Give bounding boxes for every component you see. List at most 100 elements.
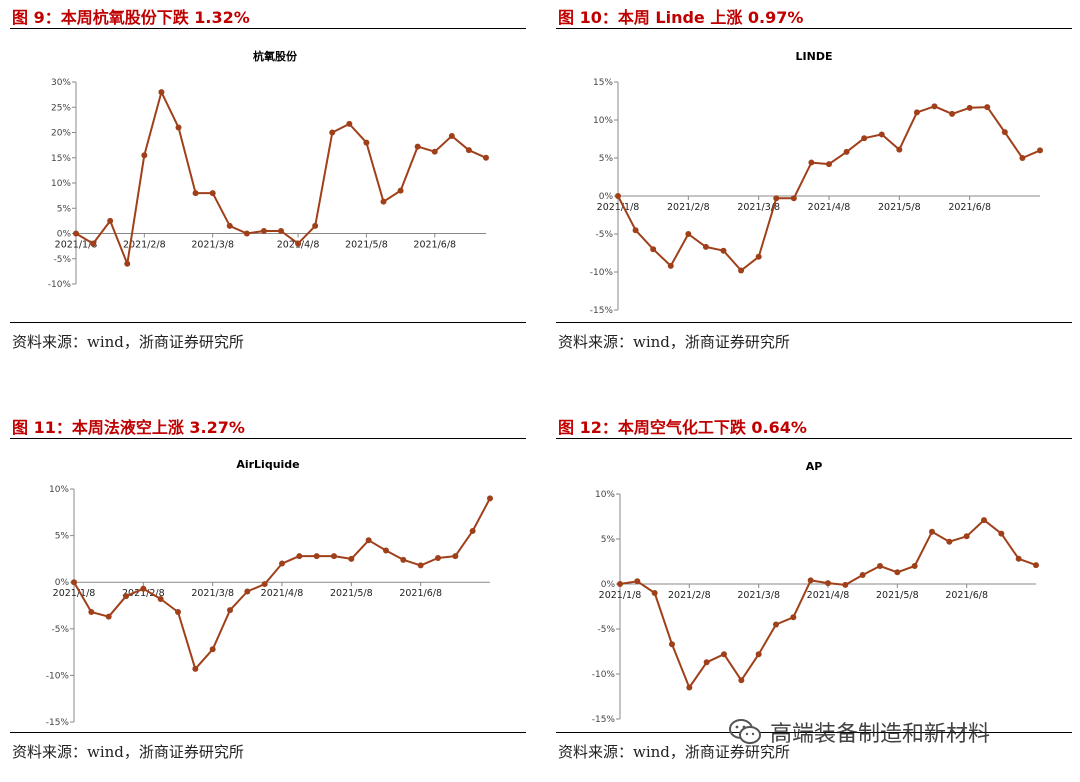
data-point (755, 651, 762, 658)
chart-panel-1: 图 9：本周杭氧股份下跌 1.32% 杭氧股份 -10% -5% 0% 5% 10% 15… (10, 2, 526, 372)
data-point (261, 581, 268, 588)
data-point (669, 641, 675, 648)
watermark-text: 高端装备制造和新材料 (770, 722, 991, 747)
y-tick-label: 25% (51, 103, 71, 113)
data-point (1015, 555, 1022, 562)
data-point (123, 593, 129, 600)
chart-title-4: AP (806, 460, 823, 473)
data-point (877, 563, 883, 569)
data-point (105, 613, 112, 620)
data-point (685, 231, 692, 237)
y-tick-label: -5% (53, 255, 71, 265)
rule-top-1 (10, 28, 526, 29)
y-tick-label: 10% (595, 490, 615, 500)
data-point (773, 195, 780, 202)
y-tick-label: 10% (593, 116, 613, 126)
data-point (417, 562, 424, 569)
data-point (1019, 155, 1026, 161)
series-line (619, 519, 1037, 689)
y-tick-label: -15% (46, 718, 70, 728)
data-point (755, 253, 762, 260)
data-point (397, 187, 404, 194)
data-point (825, 580, 831, 587)
y-tick-label: 20% (51, 129, 71, 139)
data-point (667, 262, 674, 269)
data-point (431, 148, 438, 155)
y-tick-label: -15% (590, 306, 614, 316)
data-point (88, 609, 95, 616)
data-point (363, 139, 370, 146)
data-point (313, 553, 320, 560)
x-tick-label: 2021/5/8 (876, 590, 919, 601)
y-tick-label: 15% (593, 78, 613, 88)
y-tick-label: 5% (57, 204, 72, 214)
data-point (651, 590, 658, 596)
rule-bottom-4 (556, 732, 1072, 733)
y-tick-label: -10% (590, 268, 614, 278)
line-chart-2: LINDE -15% -10% -5% 0% 5% 10% 15% 2021/1/8 2021/… (590, 50, 1043, 316)
data-point (260, 227, 267, 234)
x-tick-label: 2021/4/8 (261, 588, 304, 599)
y-tick-label: 0% (601, 580, 616, 590)
data-point (348, 555, 355, 562)
data-point (448, 133, 455, 140)
figure-title-2: 图 10：本周 Linde 上涨 0.97% (558, 8, 804, 27)
data-point (911, 563, 918, 569)
data-point (435, 554, 441, 561)
data-point (175, 609, 181, 616)
data-point (963, 533, 970, 540)
data-point (331, 553, 337, 560)
data-point (807, 577, 814, 584)
data-point (790, 614, 797, 621)
source-note-2: 资料来源：wind，浙商证券研究所 (558, 333, 790, 351)
data-point (452, 553, 459, 560)
data-point (469, 527, 476, 534)
y-tick-label: 30% (51, 78, 71, 88)
y-tick-label: 0% (57, 230, 72, 240)
data-point (329, 129, 336, 136)
line-chart-4: AP -15% -10% -5% 0% 5% 10% 2021/1/8 2021/2/8 202… (592, 460, 1039, 725)
data-point (1037, 147, 1043, 154)
x-tick-label: 2021/1/8 (597, 202, 640, 213)
data-point (158, 89, 165, 96)
data-point (966, 104, 973, 111)
rule-bottom-3 (10, 732, 526, 733)
x-tick-label: 2021/5/8 (330, 588, 373, 599)
data-point (721, 651, 727, 658)
data-point (107, 217, 114, 224)
data-point (227, 607, 233, 614)
x-tick-label: 2021/3/8 (737, 202, 780, 213)
data-point (157, 595, 164, 602)
data-point (312, 222, 319, 229)
figure-title-3: 图 11：本周法液空上涨 3.27% (12, 418, 245, 437)
data-point (296, 553, 303, 560)
y-tick-label: 10% (51, 179, 71, 189)
y-tick-label: 5% (599, 154, 614, 164)
wechat-icon (729, 719, 761, 744)
data-point (686, 684, 693, 691)
x-tick-label: 2021/5/8 (345, 240, 388, 251)
chart-panel-2: 图 10：本周 Linde 上涨 0.97% LINDE -15% -10% -5%… (556, 2, 1072, 372)
y-tick-label: 15% (51, 154, 71, 164)
data-point (465, 147, 472, 154)
data-point (279, 560, 285, 567)
y-tick-label: -5% (51, 625, 69, 635)
data-point (175, 124, 182, 131)
data-point (244, 588, 251, 595)
watermark: 高端装备制造和新材料 (728, 714, 990, 750)
rule-top-2 (556, 28, 1072, 29)
data-point (929, 528, 935, 535)
data-point (861, 135, 868, 142)
x-tick-label: 2021/3/8 (191, 588, 234, 599)
data-point (981, 517, 987, 524)
data-point (617, 581, 623, 587)
data-point (365, 537, 372, 544)
data-point (634, 578, 641, 585)
data-point (192, 665, 199, 672)
data-point (209, 646, 216, 653)
x-tick-label: 2021/2/8 (122, 588, 165, 599)
x-tick-label: 2021/4/8 (807, 590, 850, 601)
source-note-1: 资料来源：wind，浙商证券研究所 (12, 333, 244, 351)
data-point (414, 143, 421, 150)
y-tick-label: 5% (601, 535, 616, 545)
